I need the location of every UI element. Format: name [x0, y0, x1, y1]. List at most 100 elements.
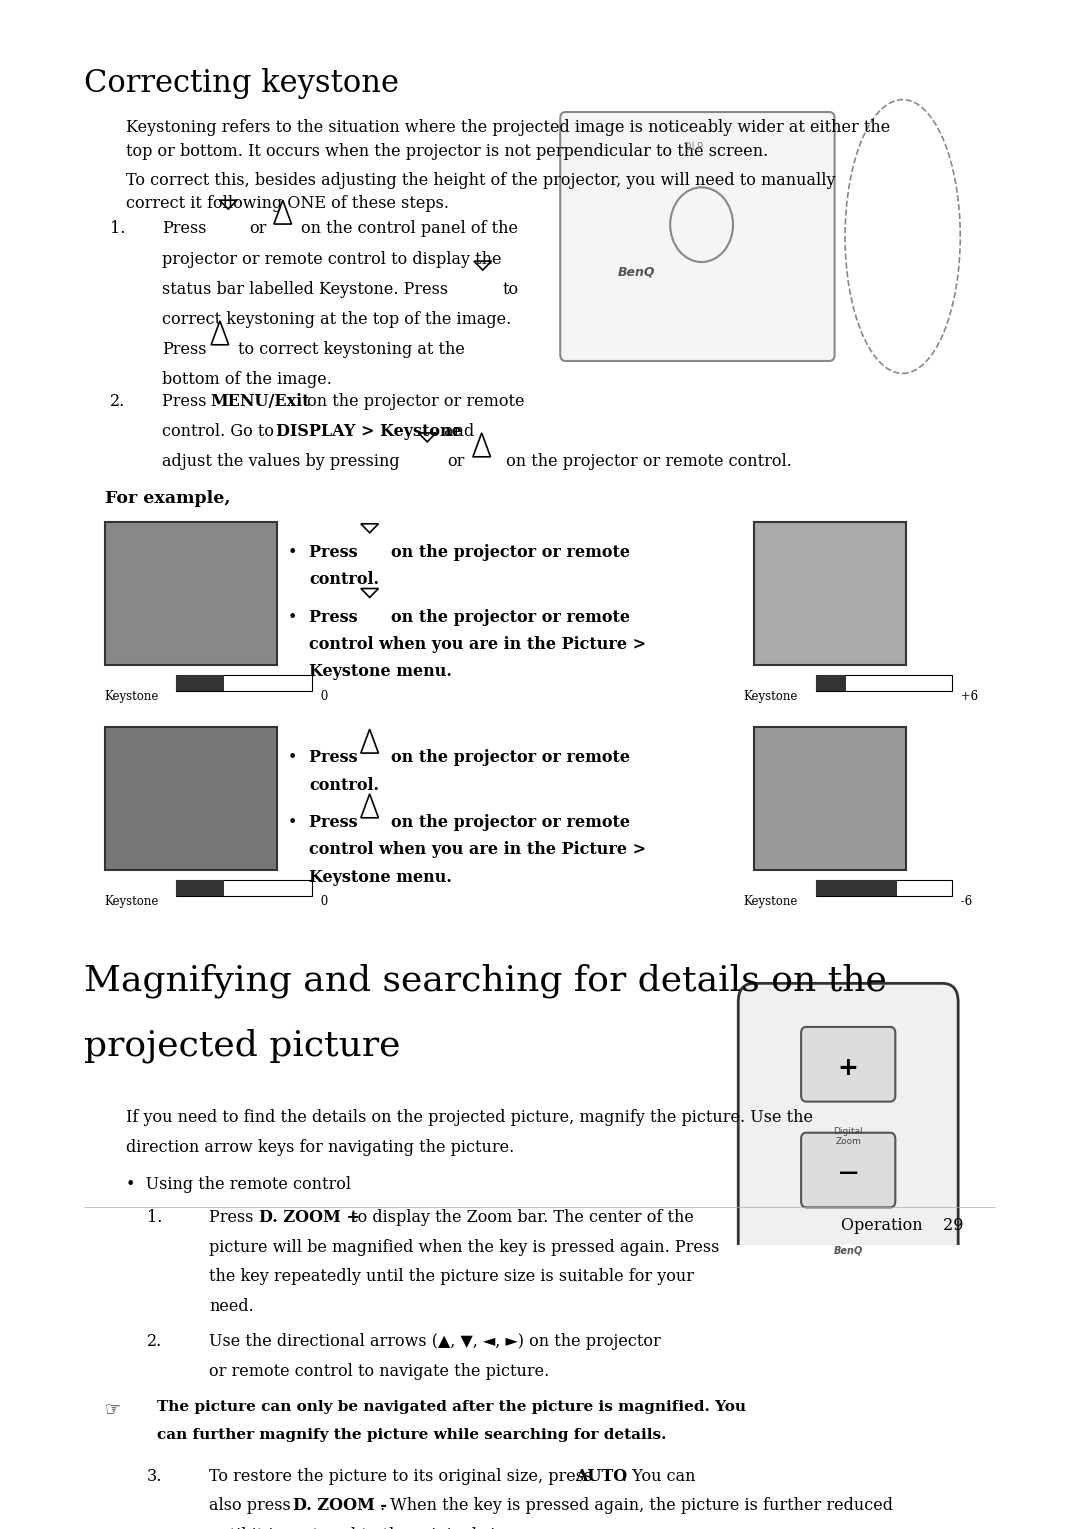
Text: Correcting keystone: Correcting keystone	[84, 69, 399, 99]
Text: need.: need.	[210, 1298, 254, 1315]
Text: Operation    29: Operation 29	[841, 1217, 963, 1234]
Text: BenQ: BenQ	[834, 1246, 863, 1255]
Text: DISPLAY > Keystone: DISPLAY > Keystone	[276, 424, 462, 440]
Text: the key repeatedly until the picture size is suitable for your: the key repeatedly until the picture siz…	[210, 1269, 694, 1286]
Text: Press: Press	[309, 609, 363, 625]
Text: picture will be magnified when the key is pressed again. Press: picture will be magnified when the key i…	[210, 1238, 719, 1255]
Text: Press: Press	[309, 749, 363, 766]
FancyBboxPatch shape	[815, 881, 897, 896]
Text: DLP: DLP	[685, 142, 703, 151]
Text: Keystoning refers to the situation where the projected image is noticeably wider: Keystoning refers to the situation where…	[125, 119, 890, 161]
Text: If you need to find the details on the projected picture, magnify the picture. U: If you need to find the details on the p…	[125, 1109, 812, 1125]
Text: can further magnify the picture while searching for details.: can further magnify the picture while se…	[157, 1428, 666, 1442]
FancyBboxPatch shape	[815, 674, 951, 691]
Text: Use the directional arrows (▲, ▼, ◄, ►) on the projector: Use the directional arrows (▲, ▼, ◄, ►) …	[210, 1333, 661, 1350]
Text: or: or	[447, 453, 464, 469]
Text: -6: -6	[957, 894, 972, 908]
Text: Press: Press	[309, 813, 363, 832]
Text: to: to	[502, 281, 518, 298]
Text: •  Using the remote control: • Using the remote control	[125, 1176, 351, 1193]
Text: adjust the values by pressing: adjust the values by pressing	[162, 453, 400, 469]
Text: Press: Press	[309, 544, 363, 561]
Text: correct keystoning at the top of the image.: correct keystoning at the top of the ima…	[162, 312, 512, 329]
Text: 1.: 1.	[110, 220, 125, 237]
Text: until it is restored to the original size.: until it is restored to the original siz…	[210, 1527, 519, 1529]
FancyBboxPatch shape	[754, 521, 906, 665]
Text: Press: Press	[162, 341, 206, 358]
Text: Press: Press	[162, 393, 212, 410]
Text: Keystone: Keystone	[105, 894, 159, 908]
Text: also press: also press	[210, 1497, 296, 1514]
Text: projected picture: projected picture	[84, 1027, 401, 1063]
Text: —: —	[838, 1164, 858, 1182]
Text: ☞: ☞	[105, 1401, 121, 1419]
Text: 0: 0	[318, 690, 328, 703]
Text: . You can: . You can	[622, 1468, 696, 1485]
Text: on the control panel of the: on the control panel of the	[300, 220, 517, 237]
Text: on the projector or remote control.: on the projector or remote control.	[500, 453, 792, 469]
Text: control.: control.	[309, 777, 379, 794]
Text: projector or remote control to display the: projector or remote control to display t…	[162, 251, 502, 269]
Text: Press: Press	[210, 1208, 259, 1226]
Text: Digital
Zoom: Digital Zoom	[834, 1127, 863, 1147]
Text: For example,: For example,	[105, 491, 230, 508]
FancyBboxPatch shape	[815, 881, 951, 896]
FancyBboxPatch shape	[176, 881, 224, 896]
Text: 1.: 1.	[147, 1208, 162, 1226]
Text: or remote control to navigate the picture.: or remote control to navigate the pictur…	[210, 1362, 550, 1381]
FancyBboxPatch shape	[105, 521, 278, 665]
FancyBboxPatch shape	[176, 881, 312, 896]
Text: 3.: 3.	[147, 1468, 162, 1485]
FancyBboxPatch shape	[815, 674, 846, 691]
Text: To correct this, besides adjusting the height of the projector, you will need to: To correct this, besides adjusting the h…	[125, 171, 835, 213]
Text: +: +	[838, 1057, 859, 1079]
FancyBboxPatch shape	[176, 674, 224, 691]
Text: control. Go to: control. Go to	[162, 424, 280, 440]
Text: Keystone: Keystone	[743, 894, 798, 908]
Text: The picture can only be navigated after the picture is magnified. You: The picture can only be navigated after …	[157, 1401, 746, 1414]
Text: status bar labelled Keystone. Press: status bar labelled Keystone. Press	[162, 281, 448, 298]
Text: AUTO: AUTO	[575, 1468, 627, 1485]
Text: MENU/Exit: MENU/Exit	[211, 393, 310, 410]
Text: to correct keystoning at the: to correct keystoning at the	[238, 341, 464, 358]
Text: 0: 0	[318, 894, 328, 908]
Text: •: •	[288, 749, 297, 766]
Text: Keystone menu.: Keystone menu.	[309, 664, 451, 680]
Text: 2.: 2.	[147, 1333, 162, 1350]
FancyBboxPatch shape	[739, 983, 958, 1295]
Text: and: and	[438, 424, 474, 440]
FancyBboxPatch shape	[801, 1027, 895, 1101]
Text: or: or	[249, 220, 267, 237]
FancyBboxPatch shape	[801, 1133, 895, 1208]
Text: bottom of the image.: bottom of the image.	[162, 372, 333, 388]
FancyBboxPatch shape	[754, 726, 906, 870]
Text: on the projector or remote: on the projector or remote	[391, 813, 630, 832]
Text: on the projector or remote: on the projector or remote	[301, 393, 524, 410]
Text: Press: Press	[162, 220, 206, 237]
Text: +6: +6	[957, 690, 978, 703]
Text: Keystone: Keystone	[743, 690, 798, 703]
Text: 2.: 2.	[110, 393, 125, 410]
Text: . When the key is pressed again, the picture is further reduced: . When the key is pressed again, the pic…	[380, 1497, 893, 1514]
Text: control when you are in the Picture >: control when you are in the Picture >	[309, 841, 646, 858]
Text: direction arrow keys for navigating the picture.: direction arrow keys for navigating the …	[125, 1139, 514, 1156]
Text: on the projector or remote: on the projector or remote	[391, 609, 630, 625]
Text: D. ZOOM -: D. ZOOM -	[293, 1497, 388, 1514]
FancyBboxPatch shape	[561, 112, 835, 361]
Text: D. ZOOM +: D. ZOOM +	[258, 1208, 360, 1226]
Text: on the projector or remote: on the projector or remote	[391, 544, 630, 561]
FancyBboxPatch shape	[176, 674, 312, 691]
Text: to display the Zoom bar. The center of the: to display the Zoom bar. The center of t…	[346, 1208, 693, 1226]
Text: control when you are in the Picture >: control when you are in the Picture >	[309, 636, 646, 653]
Text: Keystone menu.: Keystone menu.	[309, 868, 451, 885]
Text: To restore the picture to its original size, press: To restore the picture to its original s…	[210, 1468, 598, 1485]
Text: •: •	[288, 813, 297, 832]
Text: Keystone: Keystone	[105, 690, 159, 703]
Text: Magnifying and searching for details on the: Magnifying and searching for details on …	[84, 963, 887, 998]
Text: •: •	[288, 544, 297, 561]
Text: control.: control.	[309, 572, 379, 589]
Text: on the projector or remote: on the projector or remote	[391, 749, 630, 766]
Text: BenQ: BenQ	[618, 266, 656, 278]
FancyBboxPatch shape	[105, 726, 278, 870]
Text: •: •	[288, 609, 297, 625]
